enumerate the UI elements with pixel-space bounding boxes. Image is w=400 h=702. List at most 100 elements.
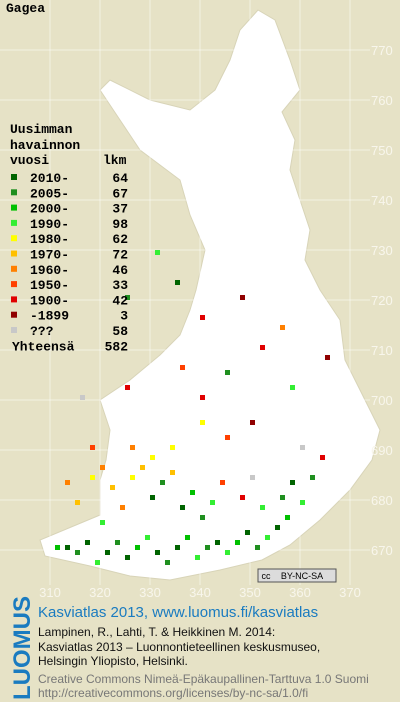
legend-count: 67 bbox=[112, 186, 128, 201]
legend-count: 37 bbox=[112, 202, 128, 217]
legend-swatch bbox=[11, 327, 17, 333]
square bbox=[65, 545, 70, 550]
square bbox=[185, 535, 190, 540]
legend-swatch bbox=[11, 281, 17, 288]
square bbox=[130, 445, 135, 450]
license-url[interactable]: http://creativecommons.org/licenses/by-n… bbox=[38, 686, 308, 700]
y-tick-label: 750 bbox=[371, 143, 393, 158]
square bbox=[235, 540, 240, 545]
square bbox=[175, 280, 180, 285]
square bbox=[160, 480, 165, 485]
legend-count: 3 bbox=[120, 309, 128, 324]
legend-heading: havainnon bbox=[10, 138, 80, 153]
legend-label: 1900- bbox=[30, 293, 69, 308]
square bbox=[135, 545, 140, 550]
square bbox=[300, 500, 305, 505]
square bbox=[290, 385, 295, 390]
x-tick-label: 350 bbox=[239, 585, 261, 600]
square bbox=[75, 500, 80, 505]
square bbox=[255, 545, 260, 550]
legend-count: 62 bbox=[112, 232, 128, 247]
square bbox=[80, 395, 85, 400]
citation: Lampinen, R., Lahti, T. & Heikkinen M. 2… bbox=[38, 625, 275, 639]
footer-link[interactable]: Kasviatlas 2013, www.luomus.fi/kasviatla… bbox=[38, 604, 318, 621]
legend-label: 1990- bbox=[30, 217, 69, 232]
legend-label: 1970- bbox=[30, 248, 69, 263]
y-tick-label: 700 bbox=[371, 393, 393, 408]
legend-swatch bbox=[11, 174, 17, 180]
square bbox=[100, 465, 105, 470]
square bbox=[220, 480, 225, 485]
x-tick-label: 310 bbox=[39, 585, 61, 600]
x-tick-label: 340 bbox=[189, 585, 211, 600]
legend-count: 42 bbox=[112, 293, 128, 308]
square bbox=[245, 530, 250, 535]
square bbox=[125, 295, 130, 300]
legend: 2010- 64 2005- 67 2000- 37 1990- 98 1980- 62 1970-… bbox=[11, 171, 128, 354]
y-tick-label: 730 bbox=[371, 243, 393, 258]
square bbox=[195, 555, 200, 560]
x-tick-label: 330 bbox=[139, 585, 161, 600]
square bbox=[200, 315, 205, 320]
square bbox=[225, 370, 230, 375]
occurrence-squares bbox=[55, 250, 330, 565]
square bbox=[290, 480, 295, 485]
square bbox=[310, 475, 315, 480]
square bbox=[175, 545, 180, 550]
legend-label: 1950- bbox=[30, 278, 69, 293]
legend-heading: Uusimman bbox=[10, 122, 73, 137]
legend-swatch bbox=[11, 235, 17, 242]
square bbox=[240, 495, 245, 500]
x-tick-label: 360 bbox=[289, 585, 311, 600]
square bbox=[120, 505, 125, 510]
square bbox=[225, 550, 230, 555]
square bbox=[240, 295, 245, 300]
square bbox=[115, 540, 120, 545]
square bbox=[125, 555, 130, 560]
square bbox=[265, 535, 270, 540]
square bbox=[200, 420, 205, 425]
square bbox=[260, 345, 265, 350]
legend-column: lkm bbox=[103, 153, 127, 168]
square bbox=[90, 475, 95, 480]
legend-label: 1960- bbox=[30, 263, 69, 278]
square bbox=[155, 550, 160, 555]
license-text: Creative Commons Nimeä-Epäkaupallinen-Ta… bbox=[38, 672, 369, 686]
map-title: Gagea bbox=[6, 1, 45, 16]
square bbox=[280, 325, 285, 330]
legend-label: 2010- bbox=[30, 171, 69, 186]
legend-swatch bbox=[11, 219, 17, 226]
square bbox=[200, 395, 205, 400]
x-tick-label: 370 bbox=[339, 585, 361, 600]
square bbox=[325, 355, 330, 360]
square bbox=[125, 385, 130, 390]
legend-swatch bbox=[11, 250, 17, 257]
citation: Helsingin Yliopisto, Helsinki. bbox=[38, 654, 188, 668]
y-tick-label: 680 bbox=[371, 493, 393, 508]
square bbox=[100, 520, 105, 525]
badge-cc: cc bbox=[262, 571, 272, 581]
legend-count: 33 bbox=[112, 278, 128, 293]
square bbox=[250, 420, 255, 425]
legend-column: vuosi bbox=[10, 153, 49, 168]
legend-label: 2005- bbox=[30, 186, 69, 201]
square bbox=[145, 535, 150, 540]
y-tick-label: 720 bbox=[371, 293, 393, 308]
square bbox=[200, 515, 205, 520]
square bbox=[55, 545, 60, 550]
square bbox=[180, 365, 185, 370]
square bbox=[250, 475, 255, 480]
square bbox=[90, 445, 95, 450]
square bbox=[155, 250, 160, 255]
legend-count: 98 bbox=[112, 217, 128, 232]
legend-swatch bbox=[11, 204, 17, 211]
legend-total-label: Yhteensä bbox=[12, 339, 75, 354]
square bbox=[275, 525, 280, 530]
y-tick-label: 670 bbox=[371, 543, 393, 558]
square bbox=[190, 490, 195, 495]
square bbox=[65, 480, 70, 485]
legend-label: ??? bbox=[30, 324, 54, 339]
square bbox=[105, 550, 110, 555]
x-tick-label: 320 bbox=[89, 585, 111, 600]
